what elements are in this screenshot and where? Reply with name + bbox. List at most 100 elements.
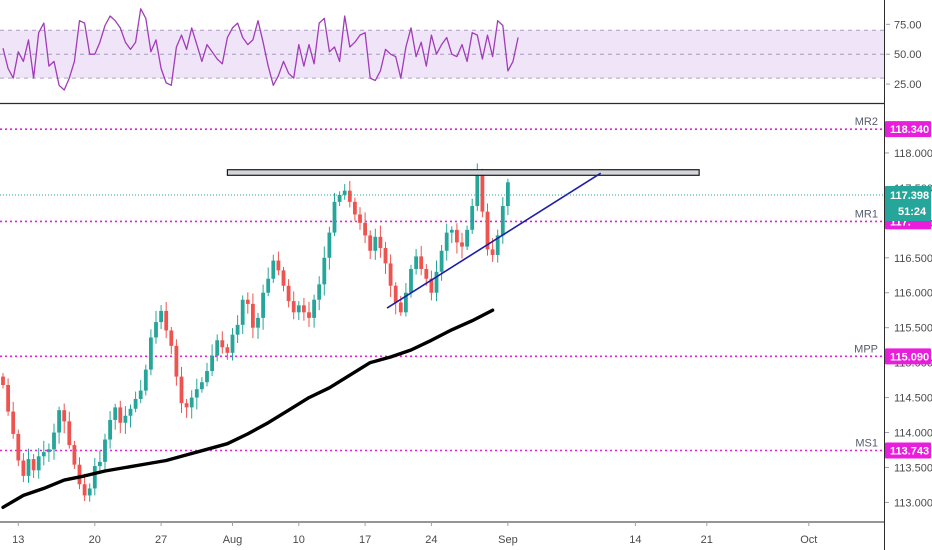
candle-body bbox=[179, 376, 184, 404]
pivot-name-mr1: MR1 bbox=[855, 208, 878, 220]
candle-body bbox=[174, 345, 179, 377]
candle bbox=[281, 266, 286, 292]
candle-body bbox=[72, 445, 77, 465]
pivot-tag-bg-mr2 bbox=[885, 121, 931, 138]
candle-body bbox=[470, 206, 475, 230]
price-tick-label: 113.500 bbox=[894, 462, 932, 474]
candle-body bbox=[368, 235, 373, 251]
last-price-tag-bg bbox=[885, 186, 931, 222]
candle-body bbox=[41, 452, 46, 457]
candle bbox=[322, 246, 327, 296]
candle-body bbox=[302, 305, 306, 313]
candle-body bbox=[138, 390, 143, 399]
candle-body bbox=[200, 382, 204, 390]
last-price-tag: 117.398 51:24 bbox=[885, 186, 931, 222]
candle bbox=[62, 403, 67, 434]
candle bbox=[21, 453, 26, 483]
candle bbox=[98, 450, 102, 474]
candle-body bbox=[21, 460, 26, 476]
candle-body bbox=[342, 190, 347, 195]
candle-body bbox=[347, 190, 352, 202]
candle-body bbox=[414, 256, 418, 269]
candle bbox=[506, 178, 510, 216]
candle bbox=[67, 411, 72, 449]
candle-body bbox=[312, 299, 316, 318]
candle bbox=[251, 293, 255, 339]
candle bbox=[11, 401, 16, 439]
candle bbox=[205, 362, 209, 387]
candle-body bbox=[332, 201, 337, 233]
candle-body bbox=[36, 456, 41, 471]
candle-body bbox=[449, 229, 454, 233]
trendline[interactable] bbox=[386, 172, 602, 309]
pivot-name-mr2: MR2 bbox=[855, 116, 878, 128]
candle bbox=[404, 283, 408, 317]
rsi-tick-label: 50.00 bbox=[894, 49, 922, 61]
candle bbox=[291, 291, 296, 320]
candle-body bbox=[251, 303, 255, 328]
candle-body bbox=[439, 250, 444, 272]
time-axis[interactable]: 13 20 27 Aug 10 17 24 Sep 14 21 Oct bbox=[12, 522, 817, 546]
candle-body bbox=[230, 334, 235, 353]
price-tick-label: 114.500 bbox=[894, 393, 932, 405]
candle-body bbox=[108, 419, 112, 440]
candle bbox=[240, 295, 245, 334]
rsi-line bbox=[2, 8, 519, 91]
candle bbox=[470, 198, 475, 235]
candle-body bbox=[113, 407, 118, 420]
candle-body bbox=[57, 410, 61, 433]
candle-body bbox=[235, 324, 240, 335]
candle bbox=[149, 329, 153, 376]
candle-body bbox=[353, 201, 357, 215]
candle-body bbox=[123, 415, 128, 423]
candle bbox=[184, 398, 189, 418]
price-tick-label: 115.500 bbox=[894, 323, 932, 335]
candle-body bbox=[480, 173, 485, 212]
candle bbox=[169, 326, 174, 355]
candle-body bbox=[6, 384, 10, 412]
candle bbox=[57, 406, 61, 444]
candle-body bbox=[143, 369, 148, 391]
candle bbox=[327, 226, 332, 270]
candle-body bbox=[240, 299, 245, 325]
pivot-tag-ms1: 113.743 bbox=[890, 445, 929, 457]
candle bbox=[31, 454, 36, 478]
candle-body bbox=[154, 322, 158, 338]
candle-body bbox=[62, 410, 67, 422]
candle-body bbox=[31, 459, 36, 471]
resistance-zone[interactable] bbox=[226, 169, 700, 176]
candle bbox=[296, 301, 301, 320]
candle-body bbox=[444, 232, 449, 251]
candle-body bbox=[286, 285, 291, 302]
candle bbox=[113, 403, 118, 430]
candle-body bbox=[506, 182, 510, 207]
price-tick-label: 113.000 bbox=[894, 497, 932, 509]
candle-body bbox=[103, 439, 107, 462]
candle bbox=[194, 378, 199, 410]
candle bbox=[480, 168, 485, 218]
candle-body bbox=[276, 260, 281, 271]
candle-body bbox=[337, 194, 342, 202]
candle-body bbox=[291, 301, 296, 313]
candle bbox=[439, 244, 444, 281]
candle bbox=[189, 390, 194, 419]
candle bbox=[220, 331, 225, 354]
time-tick-label: 13 bbox=[12, 534, 24, 546]
candle bbox=[455, 223, 459, 254]
candle bbox=[347, 180, 352, 208]
candle-body bbox=[118, 407, 123, 423]
candle bbox=[317, 276, 322, 311]
candle-body bbox=[281, 270, 286, 286]
candle-body bbox=[383, 247, 388, 264]
pivot-tag-bg-ms1 bbox=[885, 442, 931, 459]
candle bbox=[358, 207, 362, 230]
candle bbox=[266, 267, 271, 297]
candle-body bbox=[398, 302, 403, 313]
candle bbox=[500, 197, 505, 244]
candle-body bbox=[424, 268, 429, 279]
candle bbox=[383, 242, 388, 274]
candle-body bbox=[500, 206, 505, 236]
pivot-name-ms1: MS1 bbox=[855, 437, 878, 449]
pivot-levels: MR2 MR1 MPP MS1 bbox=[0, 116, 884, 452]
